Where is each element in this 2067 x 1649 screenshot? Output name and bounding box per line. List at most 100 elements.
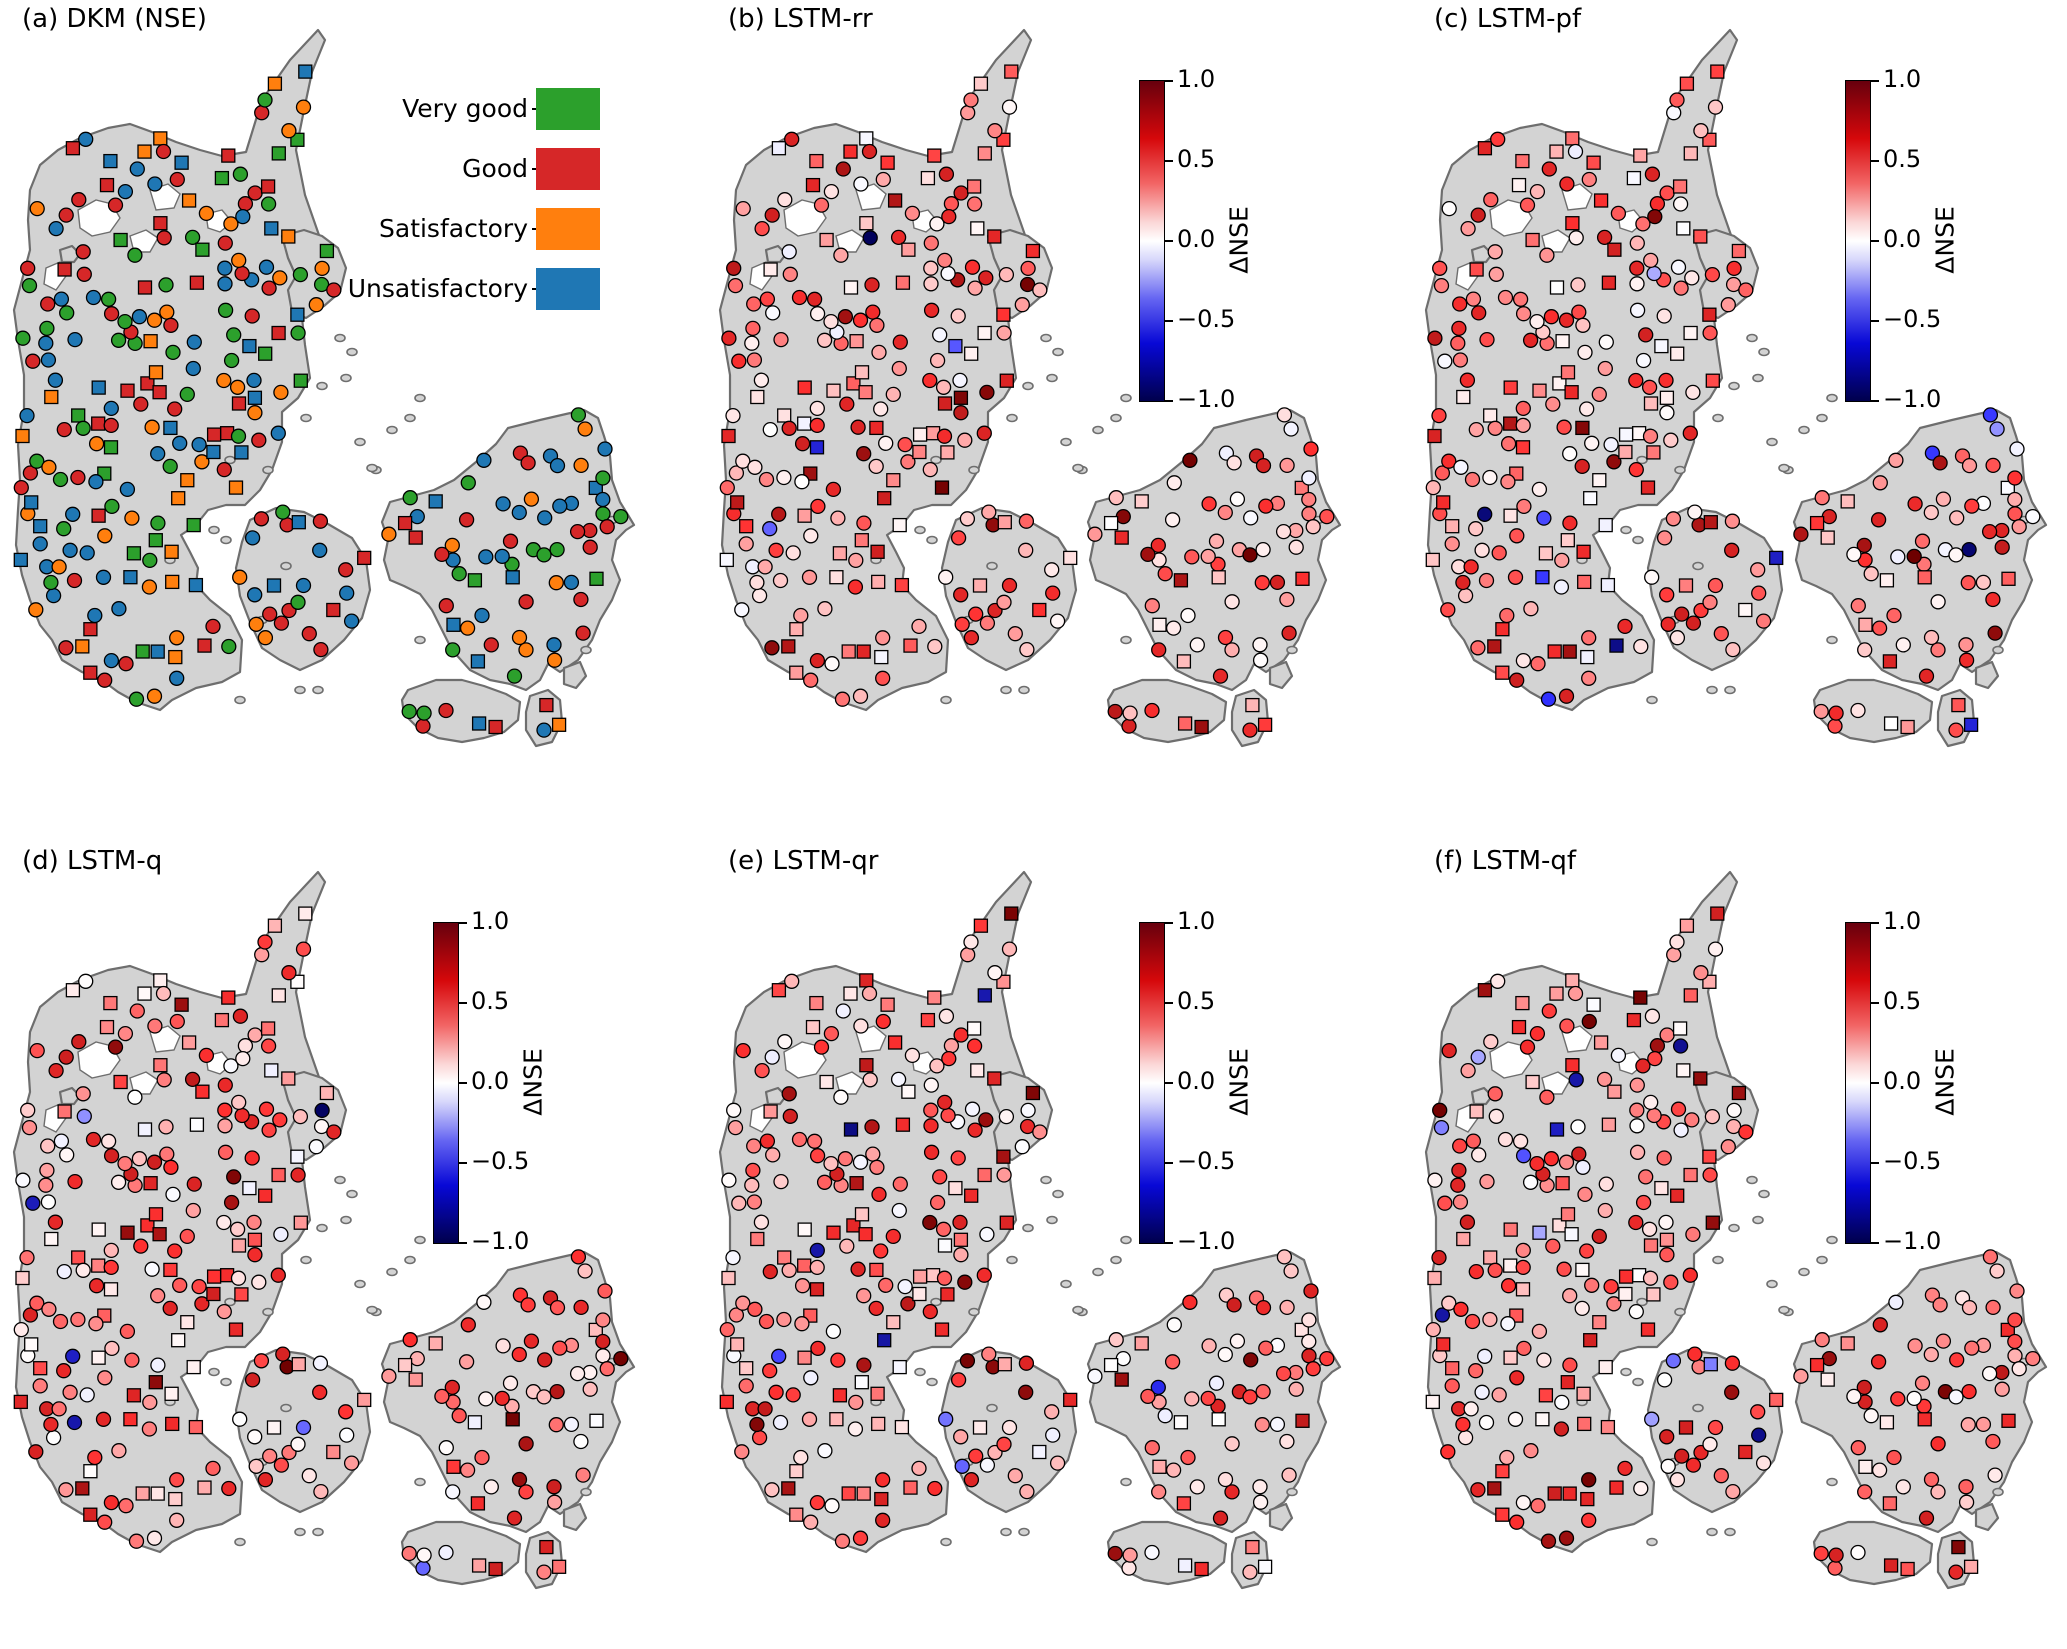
station-marker-circle xyxy=(869,1159,885,1175)
station-marker-circle xyxy=(1960,1417,1976,1433)
station-marker-circle xyxy=(58,1049,74,1065)
station-markers xyxy=(1425,64,2041,738)
station-marker-circle xyxy=(810,498,826,515)
station-marker-circle xyxy=(56,1263,72,1280)
station-marker-circle xyxy=(150,515,166,531)
station-marker-square xyxy=(197,638,212,653)
station-marker-circle xyxy=(1985,1433,2001,1450)
station-marker-circle xyxy=(85,1131,102,1148)
station-marker-circle xyxy=(281,965,297,981)
station-marker-circle xyxy=(169,1512,185,1528)
station-marker-square xyxy=(2000,480,2015,496)
station-marker-square xyxy=(1445,1361,1460,1376)
station-marker-circle xyxy=(1895,637,1911,653)
station-marker-square xyxy=(809,440,825,455)
station-marker-circle xyxy=(1157,566,1173,582)
station-marker-circle xyxy=(518,1484,534,1500)
station-marker-circle xyxy=(771,1348,787,1364)
station-marker-circle xyxy=(809,1494,826,1511)
station-marker-circle xyxy=(1674,1448,1690,1464)
station-marker-circle xyxy=(833,1089,849,1105)
islet xyxy=(1286,645,1298,655)
station-marker-circle xyxy=(1536,1352,1552,1368)
station-marker-circle xyxy=(1906,548,1922,565)
station-marker-square xyxy=(964,346,979,361)
station-marker-circle xyxy=(191,1278,207,1295)
station-marker-circle xyxy=(257,630,274,646)
station-marker-square xyxy=(997,1357,1012,1372)
station-marker-circle xyxy=(1283,421,1299,437)
station-marker-square xyxy=(1503,1258,1518,1273)
islet xyxy=(1120,1235,1132,1245)
station-marker-circle xyxy=(1666,947,1682,963)
station-marker-circle xyxy=(998,1108,1015,1125)
islet xyxy=(1816,1255,1828,1265)
station-marker-circle xyxy=(1750,1404,1766,1420)
station-marker-circle xyxy=(957,432,973,448)
station-marker-circle xyxy=(1935,1333,1952,1349)
zealand-landmass xyxy=(380,408,636,692)
station-marker-circle xyxy=(76,266,92,282)
station-marker-circle xyxy=(764,640,780,656)
station-marker-square xyxy=(281,1071,296,1086)
station-marker-square xyxy=(148,533,163,548)
station-marker-circle xyxy=(1673,280,1689,296)
station-marker-circle xyxy=(75,1262,91,1278)
station-marker-circle xyxy=(595,1333,611,1350)
station-marker-circle xyxy=(1606,454,1622,470)
station-marker-square xyxy=(1683,1167,1698,1183)
station-marker-circle xyxy=(495,496,511,512)
colorbar-tick-label: 1.0 xyxy=(1883,907,1922,935)
station-marker-circle xyxy=(2011,519,2027,535)
station-marker-circle xyxy=(745,320,761,337)
station-marker-square xyxy=(242,1180,257,1196)
station-marker-circle xyxy=(954,616,970,632)
station-marker-square xyxy=(180,1315,195,1330)
station-marker-square xyxy=(903,638,918,653)
station-marker-circle xyxy=(549,457,566,474)
station-marker-circle xyxy=(1666,105,1682,121)
station-marker-square xyxy=(771,983,787,998)
station-marker-circle xyxy=(1144,702,1160,719)
station-marker-circle xyxy=(226,327,242,343)
station-marker-circle xyxy=(1726,260,1742,277)
station-marker-square xyxy=(1552,1218,1567,1233)
islet xyxy=(1620,1367,1632,1377)
station-marker-square xyxy=(505,1412,520,1427)
station-marker-square xyxy=(1900,719,1915,735)
station-marker-square xyxy=(1562,644,1577,659)
station-marker-circle xyxy=(892,334,908,350)
colorbar-gradient xyxy=(1139,922,1165,1244)
station-marker-circle xyxy=(1478,1414,1495,1431)
station-marker-circle xyxy=(117,1155,133,1172)
station-marker-square xyxy=(750,389,765,405)
station-marker-circle xyxy=(747,1301,763,1317)
station-marker-square xyxy=(1702,132,1717,147)
station-marker-square xyxy=(1580,649,1595,665)
station-marker-circle xyxy=(1045,585,1061,601)
station-marker-square xyxy=(1004,906,1019,921)
station-marker-square xyxy=(859,1058,874,1073)
station-marker-circle xyxy=(1182,452,1198,468)
station-marker-circle xyxy=(963,630,980,646)
station-marker-circle xyxy=(1483,1034,1499,1050)
station-marker-circle xyxy=(746,1194,763,1210)
station-marker-square xyxy=(1654,338,1669,354)
station-marker-circle xyxy=(144,419,160,435)
station-marker-circle xyxy=(967,1122,983,1138)
station-marker-circle xyxy=(536,1564,552,1580)
station-marker-circle xyxy=(809,1242,825,1259)
station-marker-square xyxy=(1917,1412,1932,1427)
station-marker-circle xyxy=(21,1119,38,1136)
station-marker-circle xyxy=(966,1038,983,1054)
station-marker-circle xyxy=(981,504,997,520)
station-marker-circle xyxy=(1541,1003,1557,1019)
station-marker-circle xyxy=(1242,547,1258,563)
station-marker-circle xyxy=(124,1352,140,1368)
station-marker-circle xyxy=(978,270,994,286)
station-marker-circle xyxy=(1559,176,1575,192)
station-marker-square xyxy=(488,719,503,735)
station-marker-circle xyxy=(1269,574,1286,591)
station-marker-circle xyxy=(273,615,290,631)
station-marker-square xyxy=(150,1486,165,1501)
